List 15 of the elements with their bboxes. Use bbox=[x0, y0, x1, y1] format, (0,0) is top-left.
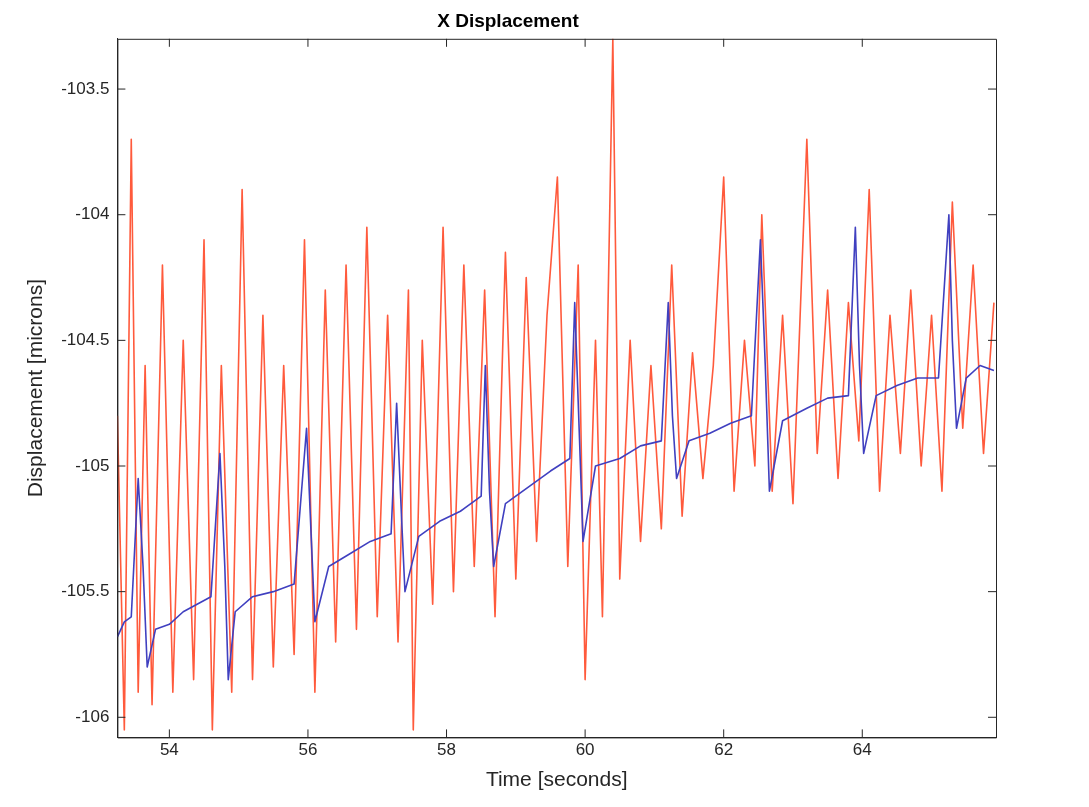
x-tick-label: 64 bbox=[852, 740, 872, 760]
x-tick-label: 54 bbox=[159, 740, 179, 760]
x-tick-label: 56 bbox=[298, 740, 318, 760]
y-tick-label: -104.5 bbox=[61, 330, 110, 350]
x-axis-title: Time [seconds] bbox=[485, 767, 628, 791]
chart-title: X Displacement bbox=[437, 9, 580, 31]
y-axis-title: Displacement [microns] bbox=[23, 278, 47, 498]
y-tick-label: -105.5 bbox=[61, 581, 110, 601]
x-tick-label: 62 bbox=[714, 740, 734, 760]
y-tick-label: -106 bbox=[75, 706, 110, 726]
y-tick-label: -104 bbox=[75, 204, 110, 224]
x-tick-label: 58 bbox=[437, 740, 456, 760]
y-tick-label: -105 bbox=[75, 455, 110, 475]
y-tick-label: -103.5 bbox=[61, 78, 110, 98]
x-tick-label: 60 bbox=[575, 740, 595, 760]
